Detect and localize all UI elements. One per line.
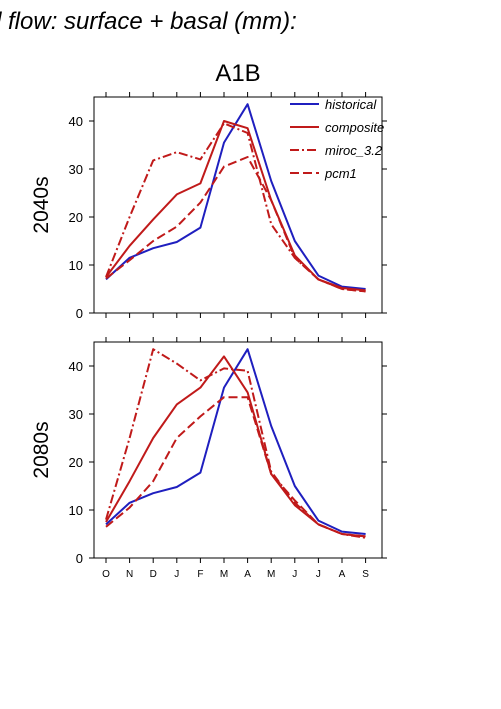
x-tick-label: F <box>197 569 203 580</box>
legend: historical composite miroc_3.2 pcm1 <box>290 97 384 181</box>
plot-frame <box>93 96 383 314</box>
x-tick-label: S <box>362 569 369 580</box>
y-tick-label: 40 <box>69 114 83 129</box>
series-line-miroc-3-2 <box>105 348 366 539</box>
legend-entry: pcm1 <box>324 166 357 181</box>
scenario-title: A1B <box>215 60 260 87</box>
legend-entry: composite <box>325 120 384 135</box>
panel-2080s: 2080s 0 10 20 30 40 O N D J F M A M J J A S <box>30 337 387 580</box>
y-tick-label: 0 <box>76 306 83 321</box>
x-tick-label: A <box>339 569 346 580</box>
y-tick-label: 10 <box>69 503 83 518</box>
y-tick-label: 0 <box>76 551 83 566</box>
y-tick-label: 30 <box>69 407 83 422</box>
x-tick-label: O <box>102 569 110 580</box>
x-tick-label: J <box>174 569 179 580</box>
series-line-historical <box>105 103 366 290</box>
legend-entry: historical <box>325 97 377 112</box>
x-tick-label: J <box>292 569 297 580</box>
y-tick-label: 40 <box>69 359 83 374</box>
plot-frame <box>93 341 383 559</box>
series-line-miroc-3-2 <box>105 122 366 293</box>
y-tick-label: 30 <box>69 162 83 177</box>
series-line-pcm1 <box>105 156 366 293</box>
x-tick-label: D <box>150 569 157 580</box>
panel-2040s: 2040s 0 10 20 30 40 historical composite miroc_3… <box>30 92 387 321</box>
panel-label: 2080s <box>30 421 53 478</box>
panels: 2040s 0 10 20 30 40 historical composite miroc_3… <box>30 92 387 580</box>
series-line-pcm1 <box>105 396 366 538</box>
x-tick-label: A <box>244 569 251 580</box>
series-line-historical <box>105 348 366 535</box>
x-tick-label: N <box>126 569 133 580</box>
x-tick-label: M <box>267 569 275 580</box>
y-tick-label: 20 <box>69 210 83 225</box>
legend-entry: miroc_3.2 <box>325 143 383 158</box>
y-tick-label: 20 <box>69 455 83 470</box>
figure-title: d flow: surface + basal (mm): <box>0 8 297 35</box>
y-tick-label: 10 <box>69 258 83 273</box>
x-tick-label: J <box>316 569 321 580</box>
panel-label: 2040s <box>30 176 53 233</box>
x-tick-label: M <box>220 569 228 580</box>
